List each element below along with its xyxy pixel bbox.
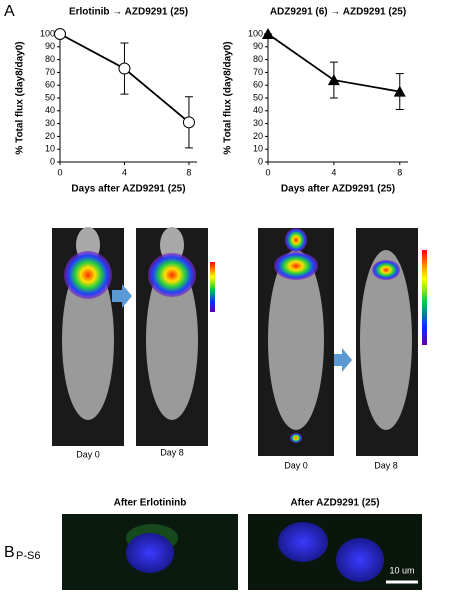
x-tick-label: 0 bbox=[265, 167, 270, 177]
x-tick-label: 8 bbox=[397, 167, 402, 177]
nucleus bbox=[126, 533, 174, 573]
y-tick-label: 60 bbox=[253, 80, 263, 90]
y-tick-label: 0 bbox=[258, 156, 263, 166]
data-point bbox=[118, 62, 131, 75]
y-tick-label: 40 bbox=[253, 105, 263, 115]
x-tick-label: 0 bbox=[57, 167, 62, 177]
y-tick-label: 10 bbox=[253, 144, 263, 154]
y-tick-label: 10 bbox=[45, 144, 55, 154]
mouse-body bbox=[268, 250, 324, 430]
x-tick-label: 4 bbox=[331, 167, 336, 177]
arrow bbox=[112, 284, 132, 308]
colorbar bbox=[210, 262, 215, 312]
data-point bbox=[393, 85, 406, 97]
y-tick-label: 100 bbox=[40, 28, 55, 38]
mouse-body bbox=[360, 250, 412, 430]
y-tick-label: 70 bbox=[253, 67, 263, 77]
signal bbox=[274, 252, 318, 280]
y-tick-label: 90 bbox=[45, 41, 55, 51]
y-tick-label: 90 bbox=[253, 41, 263, 51]
y-tick-label: 30 bbox=[253, 118, 263, 128]
y-axis-label: % Total flux (day8/day0) bbox=[223, 41, 234, 154]
data-point bbox=[182, 116, 195, 129]
signal bbox=[148, 253, 196, 297]
mouse-body bbox=[146, 260, 198, 420]
y-tick-label: 0 bbox=[50, 156, 55, 166]
chart-title: ADZ9291 (6) → AZD9291 (25) bbox=[270, 7, 406, 18]
y-tick-label: 50 bbox=[45, 92, 55, 102]
y-tick-label: 80 bbox=[45, 54, 55, 64]
row-label: P-S6 bbox=[16, 550, 40, 562]
y-tick-label: 60 bbox=[45, 80, 55, 90]
x-axis-label: Days after AZD9291 (25) bbox=[281, 184, 395, 195]
signal bbox=[290, 433, 302, 443]
y-tick-label: 70 bbox=[45, 67, 55, 77]
signal bbox=[372, 260, 400, 280]
signal bbox=[285, 228, 307, 252]
x-axis-label: Days after AZD9291 (25) bbox=[71, 184, 185, 195]
imaging-right: Day 0 Day 8 bbox=[258, 228, 427, 470]
panel-label: B bbox=[4, 544, 15, 561]
column-header: After Erlotininb bbox=[114, 498, 187, 509]
y-tick-label: 30 bbox=[45, 118, 55, 128]
day-label: Day 8 bbox=[374, 460, 398, 470]
y-tick-label: 40 bbox=[45, 105, 55, 115]
data-point bbox=[327, 74, 340, 86]
y-axis-label: % Total flux (day8/day0) bbox=[15, 41, 26, 154]
nucleus bbox=[278, 522, 328, 562]
column-header: After AZD9291 (25) bbox=[290, 498, 379, 509]
mouse-body bbox=[62, 260, 114, 420]
day-label: Day 8 bbox=[160, 447, 184, 457]
imaging-left: Day 0 Day 8 bbox=[52, 227, 215, 459]
micrograph bbox=[248, 514, 422, 590]
panel-label: A bbox=[4, 3, 15, 20]
y-tick-label: 20 bbox=[253, 131, 263, 141]
x-tick-label: 4 bbox=[122, 167, 127, 177]
x-tick-label: 8 bbox=[186, 167, 191, 177]
staining: After Erlotininb After AZD9291 (25) P-S6… bbox=[16, 498, 422, 590]
y-tick-label: 80 bbox=[253, 54, 263, 64]
nucleus bbox=[336, 538, 384, 582]
signal bbox=[64, 251, 112, 299]
scale-bar-label: 10 um bbox=[389, 565, 414, 575]
y-tick-label: 100 bbox=[248, 28, 263, 38]
colorbar bbox=[422, 250, 427, 345]
data-point bbox=[262, 28, 274, 39]
y-tick-label: 50 bbox=[253, 92, 263, 102]
data-point bbox=[54, 28, 66, 40]
y-tick-label: 20 bbox=[45, 131, 55, 141]
chart-title: Erlotinib → AZD9291 (25) bbox=[69, 7, 188, 18]
day-label: Day 0 bbox=[76, 449, 100, 459]
day-label: Day 0 bbox=[284, 460, 308, 470]
arrow bbox=[334, 348, 352, 372]
